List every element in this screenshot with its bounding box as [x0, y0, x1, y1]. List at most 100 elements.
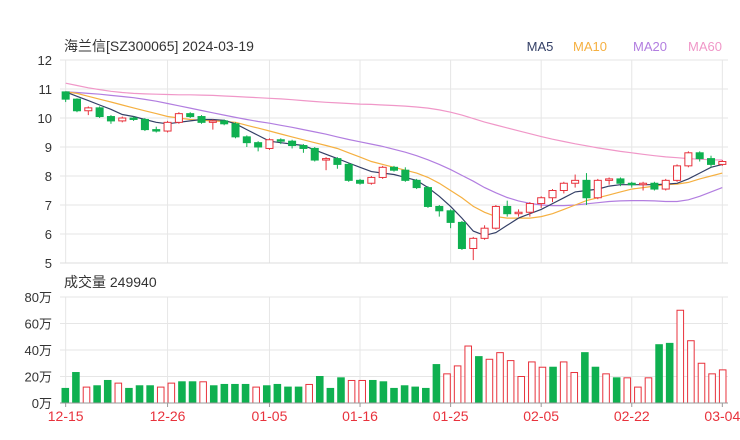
candle — [231, 122, 240, 139]
volume-tick-label: 60万 — [25, 317, 52, 332]
candle-body — [616, 178, 625, 184]
ma5-line — [65, 91, 723, 237]
price-tick-label: 10 — [38, 111, 52, 126]
candle — [378, 165, 387, 179]
candle — [514, 209, 523, 217]
volume-bar — [655, 344, 663, 404]
x-tick-label: 02-05 — [523, 408, 559, 424]
candle-body — [684, 152, 693, 167]
candle — [503, 200, 512, 217]
candle-body — [367, 176, 376, 184]
candle — [480, 225, 489, 240]
candle-body — [231, 123, 240, 138]
price-y-axis: 12 11 10 9 8 7 6 5 — [38, 53, 52, 271]
volume-bar — [146, 385, 154, 404]
volume-bar — [156, 386, 165, 404]
moving-average-lines — [65, 82, 723, 237]
candle-body — [389, 166, 399, 171]
candle — [106, 115, 115, 124]
candle — [412, 178, 421, 190]
candle-body — [582, 179, 591, 199]
candle-body — [525, 203, 534, 213]
volume-bars — [61, 309, 727, 404]
candle — [299, 144, 308, 153]
candle — [491, 205, 500, 230]
volume-tick-label: 80万 — [25, 290, 52, 305]
volume-bar — [581, 352, 589, 404]
x-tick-label: 01-16 — [342, 408, 378, 424]
volume-bar — [82, 386, 91, 404]
candle-body — [469, 237, 478, 250]
volume-bar — [231, 383, 239, 404]
volume-bar — [570, 372, 579, 404]
legend-ma5: MA5 — [527, 39, 554, 54]
price-tick-label: 11 — [39, 82, 53, 97]
candle — [356, 178, 365, 185]
volume-bar — [411, 386, 419, 404]
volume-bar — [422, 387, 430, 404]
volume-bar — [665, 342, 674, 404]
candle — [288, 139, 297, 149]
candle-body — [276, 139, 285, 142]
candle-body — [673, 165, 682, 181]
volume-bar — [443, 373, 451, 404]
candle — [254, 141, 263, 152]
candle-body — [639, 182, 648, 186]
ma20-line — [65, 91, 723, 207]
candle — [582, 173, 591, 205]
candle — [571, 174, 580, 188]
candle — [446, 209, 455, 229]
volume-bar — [612, 377, 621, 404]
volume-bar — [485, 358, 494, 404]
volume-bar — [559, 361, 568, 404]
volume-bar — [178, 381, 186, 404]
candle-body — [254, 142, 263, 148]
candle-body — [548, 190, 557, 199]
candle-body — [61, 91, 70, 100]
candle — [333, 157, 342, 169]
candle — [72, 98, 81, 113]
candle-body — [661, 179, 670, 190]
ma60-line — [65, 82, 723, 161]
price-tick-label: 9 — [45, 140, 52, 155]
volume-bar — [72, 372, 80, 404]
volume-bar — [167, 382, 176, 404]
volume-bar — [294, 386, 303, 404]
candle-body — [707, 158, 716, 165]
candle-body — [457, 221, 466, 249]
candle-body — [627, 182, 636, 186]
volume-bar — [103, 379, 112, 404]
candle-body — [537, 197, 546, 205]
candle — [208, 119, 217, 130]
volume-bar — [517, 376, 526, 404]
candle-body — [174, 113, 183, 123]
volume-bar — [623, 377, 632, 404]
volume-bar — [634, 386, 642, 404]
price-tick-label: 8 — [45, 169, 52, 184]
volume-bar — [369, 379, 377, 404]
volume-bar — [549, 366, 557, 404]
candle-body — [186, 113, 195, 118]
candle — [242, 135, 251, 147]
legend-ma10: MA10 — [573, 39, 607, 54]
candle-body — [571, 179, 580, 184]
legend-ma20: MA20 — [633, 39, 667, 54]
volume-bar — [697, 362, 706, 404]
candle-body — [435, 205, 444, 212]
volume-bar — [262, 385, 271, 404]
volume-bar — [496, 352, 504, 404]
candle-body — [299, 145, 308, 149]
volume-bar — [209, 385, 218, 404]
candle — [276, 138, 285, 145]
candle — [684, 151, 693, 168]
volume-bar — [114, 382, 123, 404]
candle — [707, 155, 716, 168]
candle-body — [242, 136, 251, 144]
x-tick-label: 01-05 — [252, 408, 288, 424]
candle — [310, 147, 319, 162]
candle-body — [378, 166, 387, 178]
candle-body — [718, 161, 727, 165]
candle — [559, 181, 568, 194]
volume-title: 成交量 249940 — [64, 274, 157, 290]
